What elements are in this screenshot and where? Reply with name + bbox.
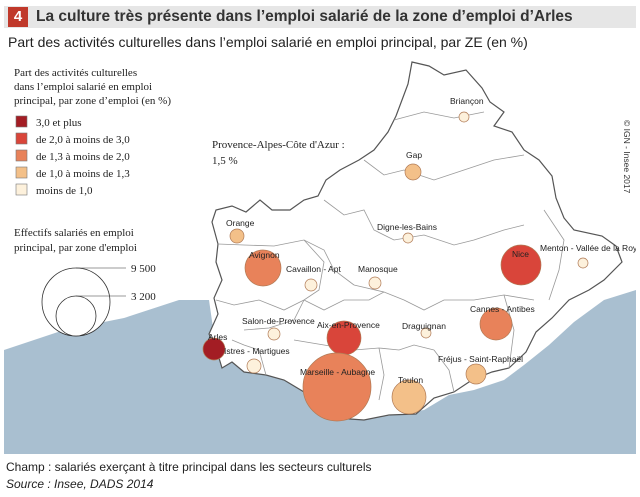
legend-swatch (15, 115, 28, 128)
zone-label: Orange (226, 218, 255, 228)
legend-swatch (15, 149, 28, 162)
legend-class-label: de 2,0 à moins de 3,0 (36, 134, 130, 146)
ze-border (503, 294, 515, 369)
zone-symbol (368, 276, 382, 290)
legend-size-title-line: Effectifs salariés en emploi (14, 227, 134, 239)
zone-symbol (229, 228, 245, 244)
figure-subtitle: Part des activités culturelles dans l’em… (8, 34, 528, 50)
legend-swatch (15, 183, 28, 196)
region-outline (208, 61, 623, 421)
zone-label: Nice (512, 249, 529, 259)
zone-label: Arles (208, 332, 227, 342)
zone-label: Manosque (358, 264, 398, 274)
legend-class-label: de 1,3 à moins de 2,0 (36, 151, 130, 163)
zone-label: Avignon (249, 250, 280, 260)
zone-symbol (246, 358, 262, 374)
zone-label: Aix-en-Provence (317, 320, 380, 330)
zone-symbol (465, 363, 487, 385)
zone-labels: Briançon Gap Digne-les-Bains Menton - Vallé… (208, 96, 636, 385)
zone-symbol (479, 307, 513, 341)
legend-size-value: 3 200 (131, 291, 156, 303)
zone-label: Istres - Martigues (224, 346, 290, 356)
ze-border (433, 349, 455, 393)
legend-size-title-line: principal, par zone d'emploi (14, 242, 137, 254)
zone-symbol (391, 379, 427, 415)
ze-border (543, 209, 565, 301)
region-note-line: 1,5 % (212, 155, 238, 167)
zone-symbol (404, 163, 422, 181)
zone-symbol (577, 257, 589, 269)
zone-label: Toulon (398, 375, 423, 385)
copyright-label: © IGN - Insee 2017 (622, 120, 632, 194)
ze-border (303, 291, 385, 311)
zone-symbol (302, 352, 372, 422)
footer-champ: Champ : salariés exerçant à titre princi… (6, 460, 372, 474)
zone-label: Cavaillon - Apt (286, 264, 341, 274)
ze-border (215, 239, 325, 311)
zone-label: Marseille - Aubagne (300, 367, 375, 377)
zone-label: Draguignan (402, 321, 446, 331)
zone-label: Briançon (450, 96, 484, 106)
zone-label: Fréjus - Saint-Raphaël (438, 354, 523, 364)
legend-class-label: de 1,0 à moins de 1,3 (36, 168, 130, 180)
sea-area (4, 290, 636, 454)
zone-label: Menton - Vallée de la Roya (540, 243, 636, 253)
ze-border (243, 299, 305, 331)
footer-source: Source : Insee, DADS 2014 (6, 477, 154, 491)
ze-border (353, 284, 535, 311)
zone-symbol (420, 327, 432, 339)
map-area: Part des activités culturelles dans l’em… (4, 56, 636, 454)
ze-border (393, 111, 485, 121)
zone-label: Gap (406, 150, 422, 160)
zone-symbol (202, 337, 226, 361)
legend-share-title-line: dans l’emploi salarié en emploi (14, 81, 152, 93)
region-note-line: Provence-Alpes-Côte d'Azur : (212, 139, 345, 151)
ze-border (378, 347, 385, 401)
ze-border (231, 339, 267, 376)
zone-symbol (244, 249, 282, 287)
legend-class-label: moins de 1,0 (36, 185, 93, 197)
legend-size-value: 9 500 (131, 263, 156, 275)
figure-header: 4 La culture très présente dans l’emploi… (4, 6, 636, 28)
legend-share-title-line: principal, par zone d’emploi (en %) (14, 95, 171, 107)
figure-title: La culture très présente dans l’emploi s… (36, 8, 573, 25)
zone-label: Digne-les-Bains (377, 222, 437, 232)
legend-class-label: 3,0 et plus (36, 117, 82, 129)
zone-symbol (402, 232, 414, 244)
legend-classes: 3,0 et plus de 2,0 à moins de 3,0 de 1,3 à… (15, 115, 130, 197)
legend-share-title-line: Part des activités culturelles (14, 67, 137, 79)
zone-symbol (304, 278, 318, 292)
zone-symbol (267, 327, 281, 341)
legend-size-circle-small (55, 295, 97, 337)
ze-border (363, 154, 525, 181)
zone-symbol (500, 244, 542, 286)
zone-label: Salon-de-Provence (242, 316, 315, 326)
legend-swatch (15, 132, 28, 145)
zone-symbols (202, 111, 589, 422)
map-svg: Part des activités culturelles dans l’em… (4, 61, 636, 454)
zone-symbol (458, 111, 470, 123)
legend-swatch (15, 166, 28, 179)
figure-number: 4 (8, 7, 28, 27)
zone-label: Cannes - Antibes (470, 304, 535, 314)
